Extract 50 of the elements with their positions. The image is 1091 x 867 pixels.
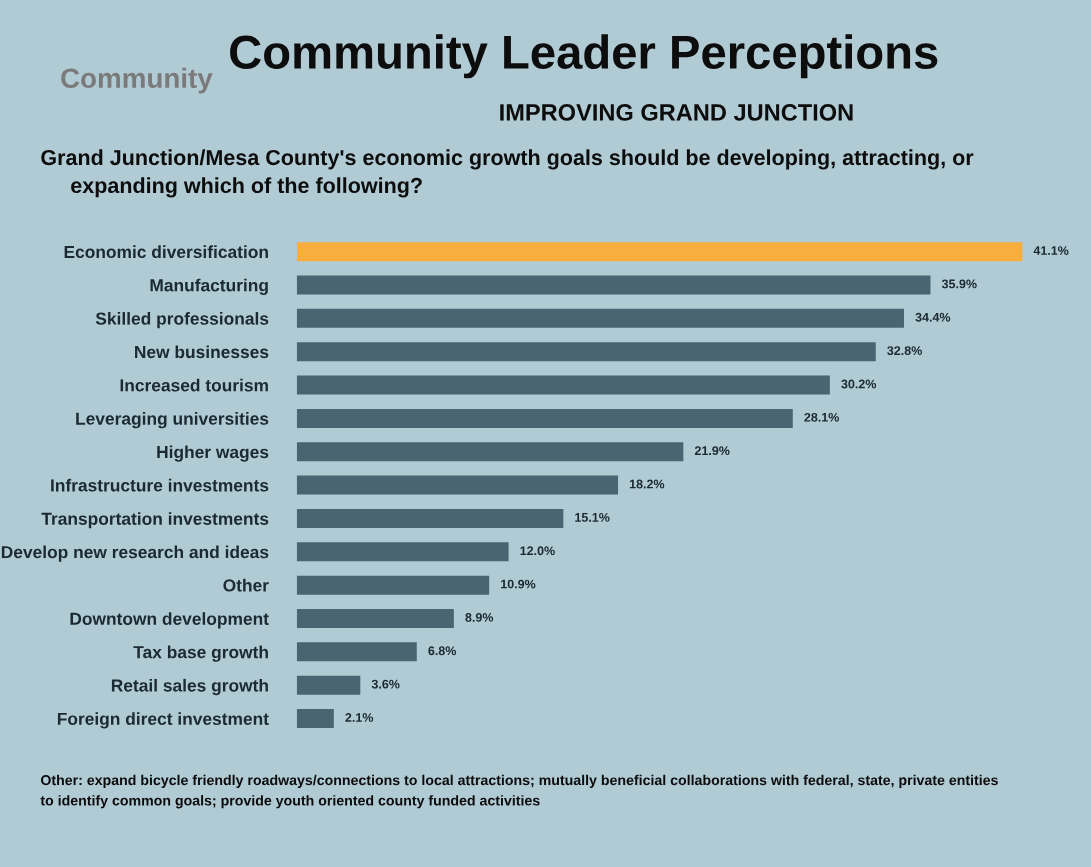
data-label: 35.9%	[941, 279, 977, 289]
y-tick-label: Increased tourism	[120, 378, 268, 392]
data-label: 6.8%	[428, 646, 457, 656]
text: Other: expand bicycle friendly roadways/connections to local attractions; mutually beneficial collaborations with federal, state, private entities to identify common goals; provide youth oriented county funded activities	[40, 774, 998, 809]
chart-subtitle: IMPROVING GRAND JUNCTION	[500, 104, 853, 121]
data-label: 8.9%	[465, 612, 494, 622]
bar	[296, 709, 334, 729]
data-label: 15.1%	[575, 512, 610, 522]
y-tick-label: Manufacturing	[150, 278, 268, 295]
data-label: 3.6%	[371, 679, 400, 689]
bar	[296, 375, 830, 395]
y-tick-label: Transportation investments	[41, 512, 269, 529]
bar	[296, 442, 684, 462]
bar	[296, 308, 904, 328]
y-tick-label: Infrastructure investments	[51, 478, 269, 492]
data-label: 32.8%	[887, 346, 922, 356]
data-label: 21.9%	[694, 446, 730, 456]
bar	[296, 675, 361, 695]
y-tick-label: Retail sales growth	[111, 678, 268, 696]
y-tick-label: Foreign direct investment	[57, 712, 269, 729]
text: Community	[61, 67, 213, 94]
data-label: 18.2%	[629, 479, 665, 489]
bar	[296, 242, 1023, 262]
bar	[296, 542, 509, 562]
y-tick-label: Higher wages	[157, 445, 269, 462]
y-tick-label: Downtown development	[70, 612, 269, 629]
y-tick-label: Leveraging universities	[76, 412, 269, 429]
y-tick-label: Other	[223, 578, 269, 592]
y-tick-label: Skilled professionals	[95, 312, 269, 329]
text: Grand Junction/Mesa County's economic growth goals should be developing, attracting, or expanding which of the following?	[41, 149, 974, 198]
bar	[296, 508, 564, 528]
y-tick-label: Economic diversification	[64, 245, 268, 259]
data-label: 2.1%	[345, 713, 374, 722]
chart-title: Community Leader Perceptions	[230, 34, 938, 79]
bar	[296, 575, 490, 595]
bar	[296, 608, 454, 628]
data-label: 34.4%	[915, 312, 951, 322]
y-tick-label: New businesses	[135, 345, 269, 359]
data-label: 10.9%	[501, 579, 536, 589]
data-label: 41.1%	[1033, 246, 1069, 255]
data-label: 12.0%	[520, 546, 555, 556]
bar	[296, 342, 876, 362]
bar	[296, 408, 793, 428]
data-label: 28.1%	[804, 412, 840, 422]
data-label: 30.2%	[841, 379, 877, 389]
y-tick-label: Tax base growth	[133, 645, 268, 662]
bar	[296, 475, 619, 495]
y-tick-label: Develop new research and ideas	[1, 545, 269, 562]
bar	[296, 275, 931, 295]
bar	[296, 642, 417, 662]
